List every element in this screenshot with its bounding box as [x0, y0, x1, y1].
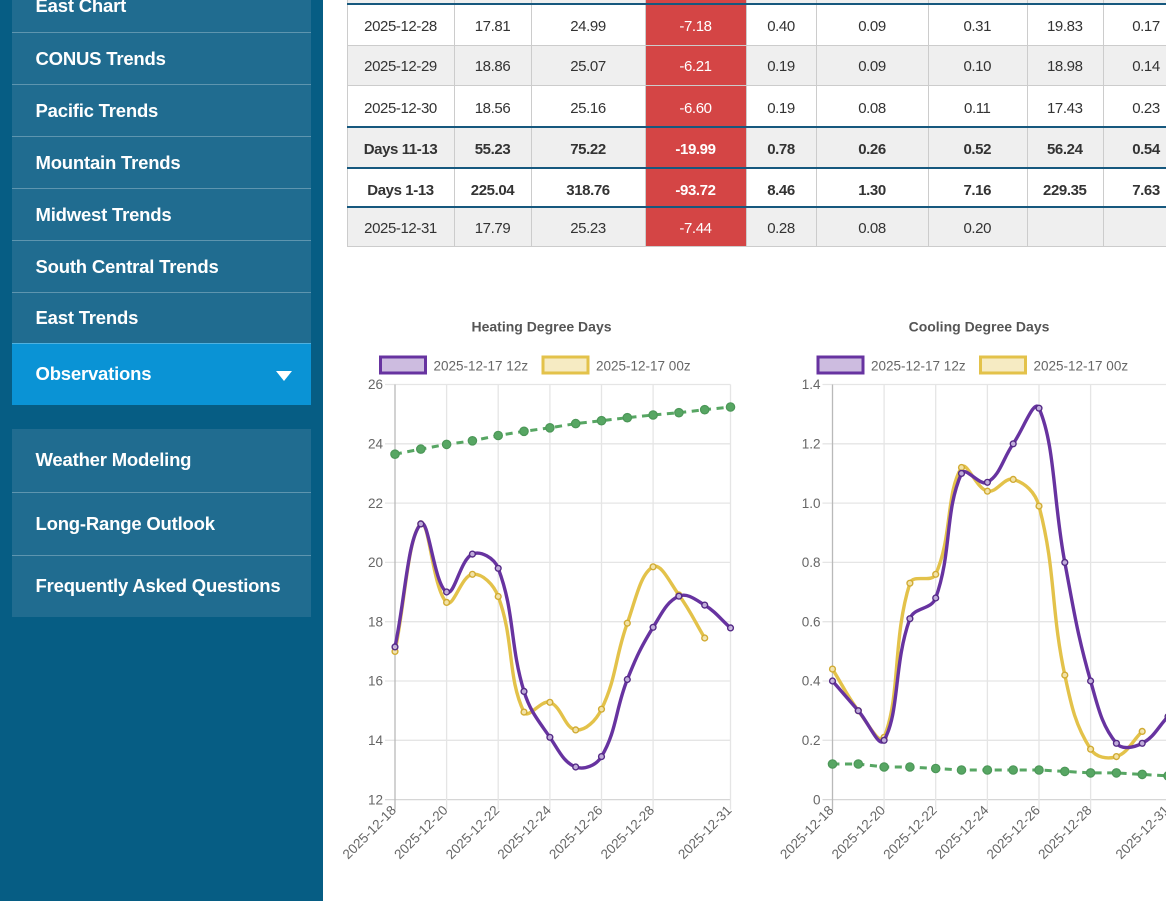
svg-text:2025-12-17 12z: 2025-12-17 12z [871, 359, 966, 374]
svg-text:2025-12-28: 2025-12-28 [598, 803, 657, 862]
svg-text:1.0: 1.0 [802, 496, 821, 511]
svg-text:2025-12-28: 2025-12-28 [1035, 803, 1094, 862]
svg-text:2025-12-31: 2025-12-31 [1113, 803, 1166, 862]
svg-text:16: 16 [368, 674, 383, 689]
svg-text:2025-12-17 12z: 2025-12-17 12z [434, 359, 529, 374]
svg-text:24: 24 [368, 437, 384, 452]
svg-text:0.4: 0.4 [802, 674, 821, 689]
svg-text:22: 22 [368, 496, 383, 511]
svg-text:2025-12-20: 2025-12-20 [829, 803, 888, 862]
svg-text:2025-12-18: 2025-12-18 [777, 803, 836, 862]
svg-text:2025-12-24: 2025-12-24 [932, 802, 992, 862]
svg-text:2025-12-18: 2025-12-18 [340, 803, 399, 862]
svg-text:0.6: 0.6 [802, 614, 821, 629]
svg-text:1.4: 1.4 [802, 377, 821, 392]
svg-text:Cooling Degree Days: Cooling Degree Days [909, 319, 1050, 335]
svg-text:14: 14 [368, 733, 384, 748]
svg-text:26: 26 [368, 377, 383, 392]
svg-text:20: 20 [368, 555, 383, 570]
svg-text:2025-12-26: 2025-12-26 [546, 803, 605, 862]
svg-text:2025-12-26: 2025-12-26 [984, 803, 1043, 862]
svg-text:2025-12-17 00z: 2025-12-17 00z [596, 359, 691, 374]
svg-text:0: 0 [813, 792, 821, 807]
svg-text:2025-12-24: 2025-12-24 [495, 802, 555, 862]
svg-text:1.2: 1.2 [802, 437, 821, 452]
svg-text:2025-12-20: 2025-12-20 [391, 803, 450, 862]
svg-text:2025-12-31: 2025-12-31 [675, 803, 734, 862]
svg-text:18: 18 [368, 614, 383, 629]
svg-text:0.8: 0.8 [802, 555, 821, 570]
svg-text:12: 12 [368, 792, 383, 807]
svg-text:Heating Degree Days: Heating Degree Days [471, 319, 611, 335]
svg-text:2025-12-22: 2025-12-22 [880, 803, 939, 862]
svg-text:2025-12-22: 2025-12-22 [443, 803, 502, 862]
svg-text:2025-12-17 00z: 2025-12-17 00z [1034, 359, 1129, 374]
svg-text:0.2: 0.2 [802, 733, 821, 748]
